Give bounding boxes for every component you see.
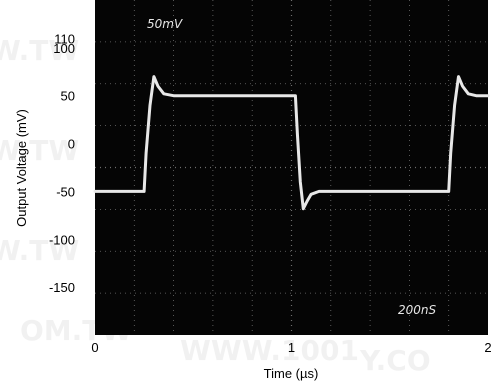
y-axis-label: Output Voltage (mV): [14, 109, 29, 227]
scope-volts-per-div: 50mV: [147, 17, 183, 31]
x-axis-ticks: 0 1 2: [91, 340, 491, 355]
x-tick-label: 1: [288, 340, 295, 355]
y-tick-label: -150: [49, 280, 75, 295]
x-axis-label: Time (µs): [264, 366, 319, 381]
y-tick-label: 0: [68, 137, 75, 152]
x-tick-label: 2: [484, 340, 491, 355]
svg-text:W.TW: W.TW: [0, 34, 79, 67]
y-tick-label: 100: [53, 41, 75, 56]
gridlines: [95, 0, 488, 335]
y-tick-label: -100: [49, 232, 75, 247]
x-tick-label: 0: [91, 340, 98, 355]
svg-text:W.TW: W.TW: [0, 134, 79, 167]
svg-text:Y.CO: Y.CO: [359, 344, 431, 377]
y-tick-label: 110: [54, 31, 75, 46]
svg-text:WWW.1001: WWW.1001: [180, 334, 359, 367]
y-tick-label: -50: [56, 184, 75, 199]
y-tick-label: 50: [61, 89, 75, 104]
series-line: [93, 75, 490, 211]
svg-text:W.TW: W.TW: [0, 234, 79, 267]
scope-time-per-div: 200nS: [398, 303, 437, 317]
